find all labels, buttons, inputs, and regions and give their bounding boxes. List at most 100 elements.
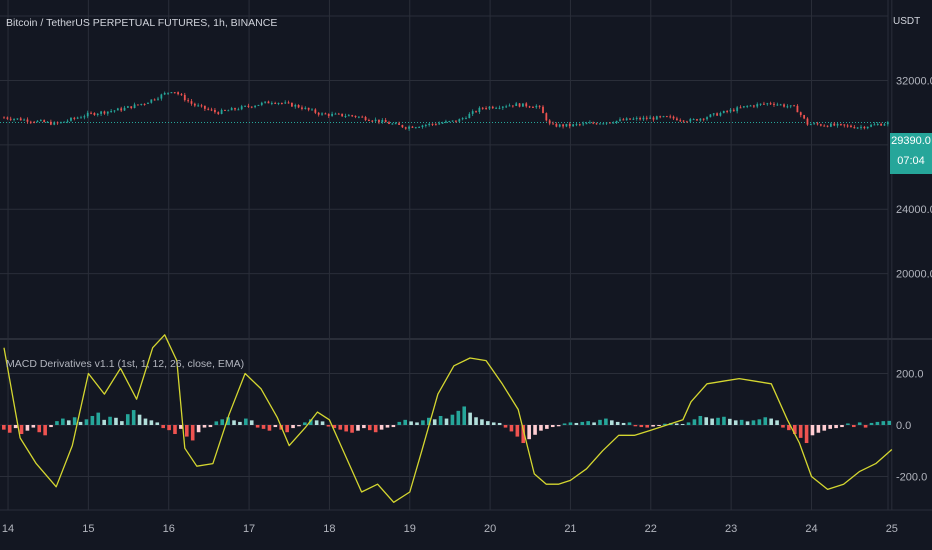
candle-body (558, 124, 561, 127)
candle-body (116, 108, 119, 111)
x-tick-label: 22 (645, 523, 657, 535)
candle-body (110, 110, 113, 112)
candle-body (414, 127, 417, 129)
candle-body (548, 120, 551, 124)
candle-body (542, 106, 544, 114)
y-tick-label: 24000.0 (896, 204, 932, 216)
x-tick-label: 24 (805, 523, 817, 535)
candle-body (60, 121, 62, 124)
price-candles[interactable] (3, 91, 889, 131)
histogram-bar (852, 425, 856, 428)
histogram-bar (704, 417, 709, 425)
histogram-bar (84, 419, 89, 425)
histogram-bar (244, 418, 248, 425)
symbol-title[interactable]: Bitcoin / TetherUS PERPETUAL FUTURES, 1h… (6, 17, 278, 29)
candle-body (655, 116, 658, 120)
histogram-bar (308, 419, 313, 425)
histogram-bar (184, 425, 189, 437)
candle-body (568, 123, 571, 127)
histogram-bar (379, 425, 384, 430)
candle-body (565, 123, 568, 127)
candle-body (247, 105, 250, 107)
candle-body (696, 119, 698, 121)
candle-body (739, 107, 742, 109)
candle-body (488, 106, 491, 109)
histogram-bar (25, 425, 30, 431)
candle-body (511, 105, 514, 107)
histogram-bar (586, 421, 590, 425)
candle-body (227, 110, 230, 112)
candle-body (773, 103, 775, 105)
histogram-bar (533, 425, 537, 435)
histogram-bar (609, 420, 614, 425)
candle-body (471, 111, 474, 114)
candle-body (853, 127, 856, 129)
candle-body (86, 112, 89, 117)
candle-body (277, 102, 280, 104)
indicator-y-tick-label: -200.0 (896, 472, 927, 484)
candle-body (140, 103, 143, 105)
histogram-bar (96, 412, 101, 425)
candle-body (592, 122, 595, 124)
candle-body (264, 101, 267, 103)
candle-body (635, 117, 638, 119)
histogram-bar (297, 425, 301, 427)
candle-body (856, 127, 859, 129)
candle-body (522, 103, 524, 107)
histogram-bar (480, 419, 484, 425)
candle-body (461, 118, 464, 120)
histogram-bar (627, 422, 632, 425)
candle-body (679, 120, 682, 122)
histogram-bar (680, 423, 685, 425)
histogram-bar (55, 421, 59, 425)
histogram-bar (350, 425, 354, 433)
candle-body (836, 123, 839, 126)
candle-body (702, 118, 705, 120)
y-tick-label: 20000.0 (896, 269, 932, 281)
candle-body (90, 112, 92, 114)
candle-body (451, 120, 454, 122)
candle-body (143, 103, 146, 105)
candle-body (357, 116, 360, 118)
histogram-bar (775, 420, 779, 425)
candle-body (341, 113, 344, 117)
histogram-bar (545, 425, 549, 429)
indicator-title[interactable]: MACD Derivatives v1.1 (1st, 1, 12, 26, c… (6, 358, 245, 370)
macd-histogram[interactable] (2, 406, 892, 444)
chart-grid (0, 0, 893, 510)
candle-body (250, 106, 253, 108)
histogram-bar (728, 418, 732, 425)
candle-body (230, 108, 233, 111)
currency-label[interactable]: USDT (893, 16, 921, 27)
candle-body (244, 105, 246, 107)
histogram-bar (857, 422, 862, 425)
histogram-bar (846, 423, 850, 425)
histogram-bar (468, 412, 472, 425)
histogram-bar (102, 419, 106, 425)
histogram-bar (881, 421, 886, 425)
candle-body (438, 123, 441, 125)
candle-body (49, 121, 52, 125)
candle-body (33, 121, 36, 123)
x-tick-label: 18 (323, 523, 335, 535)
candle-body (364, 117, 367, 121)
histogram-bar (427, 417, 431, 425)
histogram-bar (196, 425, 201, 433)
indicator-y-tick-label: 200.0 (896, 368, 924, 380)
candle-body (39, 120, 42, 122)
candle-body (528, 106, 531, 108)
candle-body (160, 94, 163, 99)
candle-body (163, 93, 166, 95)
candle-body (850, 125, 852, 128)
candle-body (846, 125, 849, 127)
histogram-bar (332, 425, 337, 429)
candle-body (224, 109, 226, 111)
candle-body (368, 120, 370, 122)
candle-body (351, 115, 354, 117)
macd-line[interactable] (3, 334, 893, 503)
candle-body (13, 118, 15, 120)
histogram-bar (474, 417, 478, 425)
histogram-bar (550, 425, 555, 428)
